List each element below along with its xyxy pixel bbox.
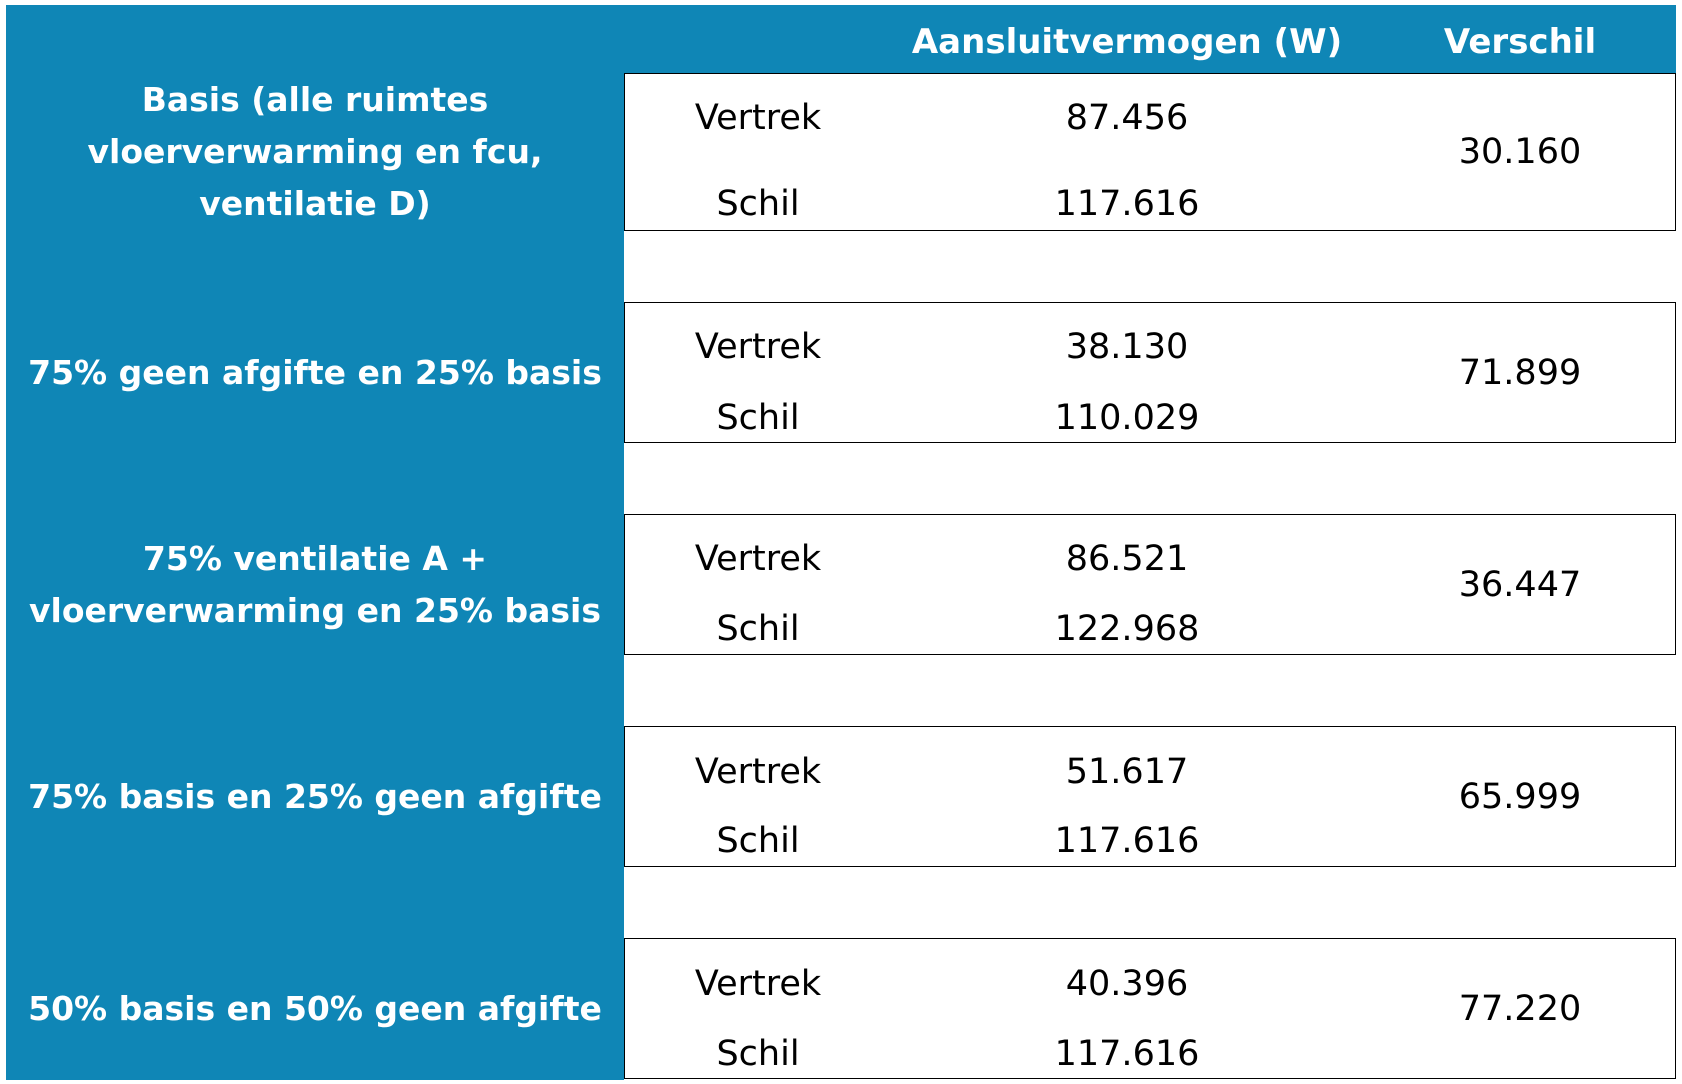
column-header-difference: Verschil <box>1443 22 1597 62</box>
value-box <box>624 73 1676 231</box>
scenario-label-line: 50% basis en 50% geen afgifte <box>28 988 602 1028</box>
scenario-label: 50% basis en 50% geen afgifte <box>6 983 624 1035</box>
schil-value: 122.968 <box>1054 609 1200 649</box>
value-box <box>624 726 1676 867</box>
difference-value: 30.160 <box>1458 132 1582 172</box>
scenario-column-background <box>6 5 624 1080</box>
schil-value: 110.029 <box>1054 398 1200 438</box>
difference-value: 65.999 <box>1458 776 1582 817</box>
column-header-power: Aansluitvermogen (W) <box>911 22 1343 62</box>
difference-value: 71.899 <box>1458 352 1582 393</box>
schil-value: 117.616 <box>1054 184 1200 224</box>
vertrek-value: 87.456 <box>1065 98 1189 138</box>
vertrek-value: 86.521 <box>1065 539 1189 579</box>
schil-label: Schil <box>716 1034 800 1074</box>
scenario-label-line: 75% ventilatie A + <box>142 538 488 578</box>
scenario-label-line: 75% geen afgifte en 25% basis <box>28 352 602 392</box>
vertrek-label: Vertrek <box>694 964 822 1004</box>
schil-label: Schil <box>716 821 800 861</box>
vertrek-value: 51.617 <box>1065 752 1189 792</box>
value-box <box>624 514 1676 655</box>
vertrek-label: Vertrek <box>694 752 822 792</box>
scenario-label-line: vloerverwarming en fcu, <box>87 132 543 171</box>
difference-value: 36.447 <box>1458 564 1582 605</box>
scenario-label-line: vloerverwarming en 25% basis <box>29 590 601 630</box>
schil-label: Schil <box>716 609 800 649</box>
schil-label: Schil <box>716 398 800 438</box>
vertrek-label: Vertrek <box>694 98 822 138</box>
value-box <box>624 938 1676 1079</box>
scenario-label: 75% geen afgifte en 25% basis <box>6 347 624 399</box>
schil-value: 117.616 <box>1054 821 1200 861</box>
scenario-label: 75% ventilatie A + vloerverwarming en 25%… <box>6 533 624 637</box>
header-row-background <box>6 5 1676 74</box>
difference-value: 77.220 <box>1458 988 1582 1029</box>
vertrek-value: 38.130 <box>1065 327 1189 367</box>
value-box <box>624 302 1676 443</box>
scenario-label: Basis (alle ruimtes vloerverwarming en fc… <box>6 74 624 230</box>
scenario-label-line: Basis (alle ruimtes <box>141 80 489 119</box>
schil-label: Schil <box>716 184 800 224</box>
vertrek-label: Vertrek <box>694 539 822 579</box>
scenario-label-line: ventilatie D) <box>199 184 431 223</box>
schil-value: 117.616 <box>1054 1034 1200 1074</box>
vertrek-value: 40.396 <box>1065 964 1189 1004</box>
scenario-label-line: 75% basis en 25% geen afgifte <box>28 776 602 816</box>
scenario-label: 75% basis en 25% geen afgifte <box>6 771 624 823</box>
vertrek-label: Vertrek <box>694 327 822 367</box>
